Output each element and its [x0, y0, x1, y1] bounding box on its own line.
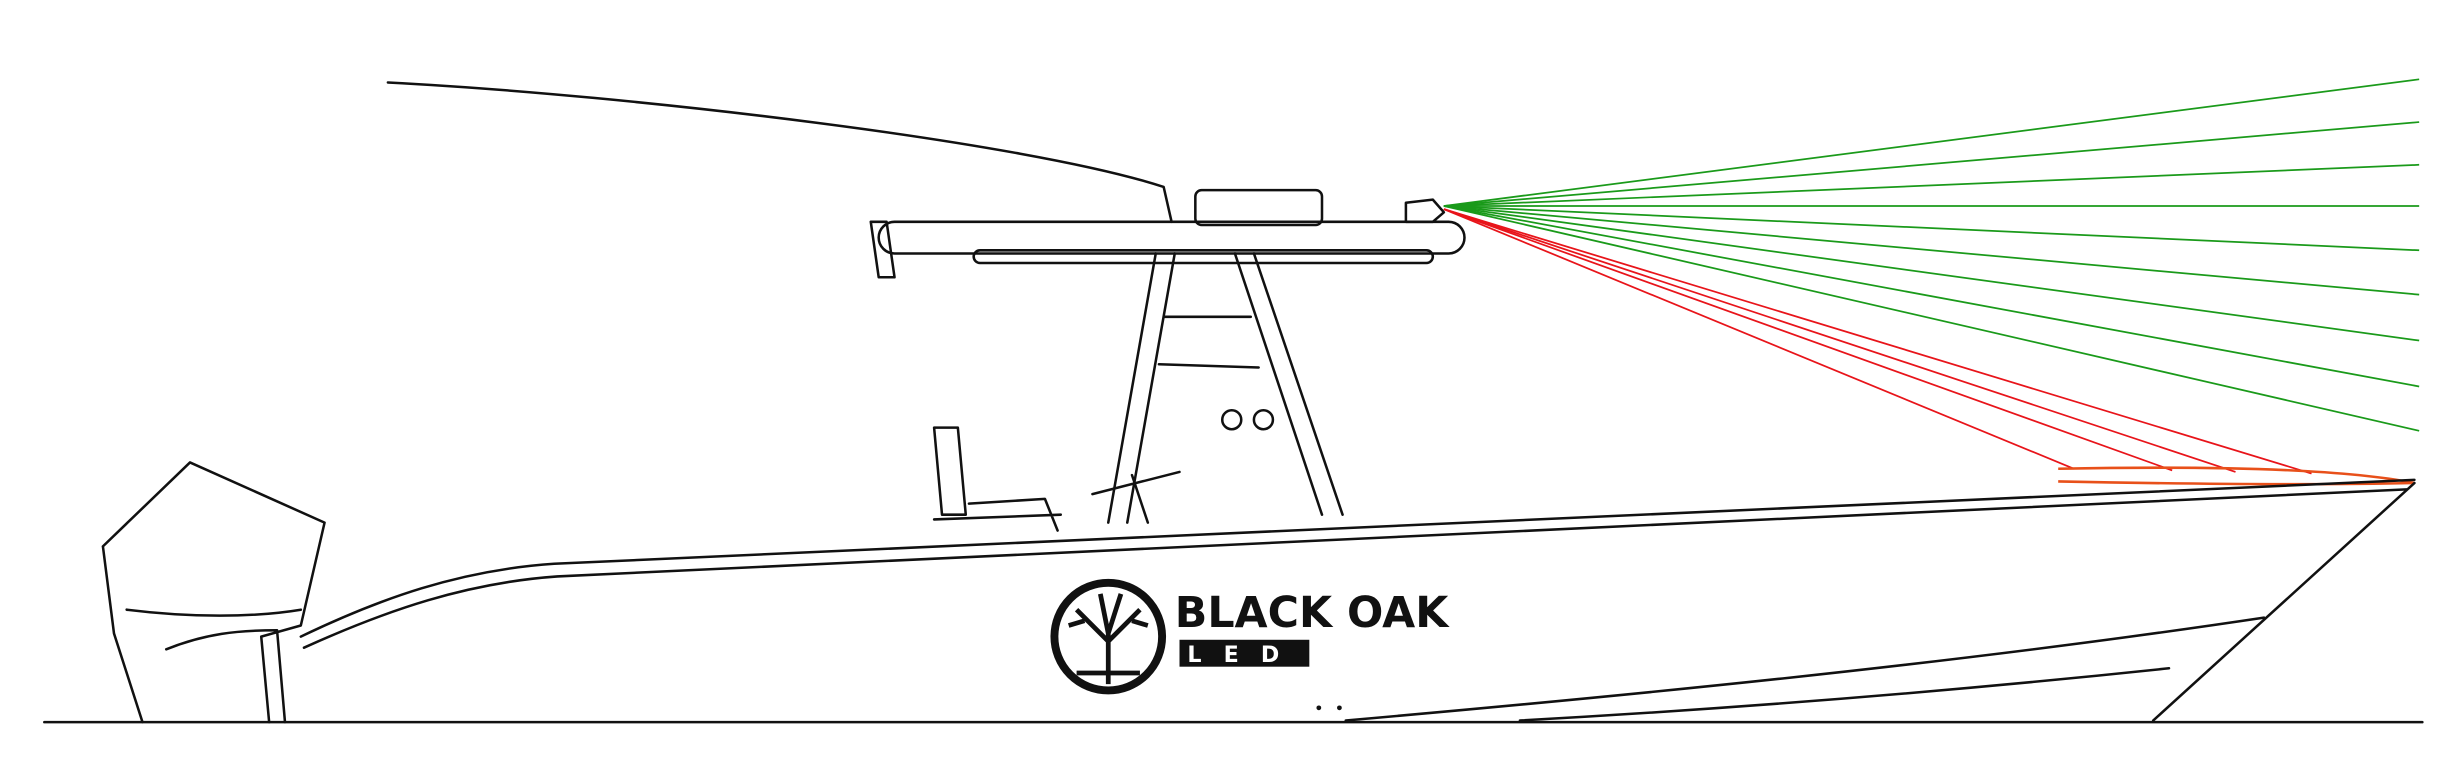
t-top-rail	[972, 249, 1435, 265]
t-top	[877, 220, 1466, 255]
green-ray	[1443, 205, 2420, 252]
grab-ring	[1252, 408, 1275, 431]
antenna	[386, 81, 1173, 224]
speaker	[869, 220, 896, 279]
boat	[43, 81, 2424, 724]
green-ray	[1443, 205, 2420, 432]
dot	[1337, 705, 1342, 711]
logo-tree	[1067, 593, 1149, 685]
light-beams	[1443, 78, 2420, 486]
green-ray	[1443, 205, 2420, 388]
logo: BLACK OAK LED	[1050, 578, 1450, 695]
green-ray	[1443, 121, 2420, 207]
green-ray	[1443, 78, 2420, 207]
red-ray	[1443, 208, 2173, 472]
green-ray	[1443, 205, 2420, 342]
leaning-post	[932, 426, 1063, 532]
green-ray	[1443, 163, 2420, 207]
brand-name: BLACK OAK	[1175, 588, 1450, 638]
red-ray	[1443, 208, 2075, 470]
console-rail	[1091, 470, 1181, 524]
hull-chine	[1344, 616, 2266, 722]
green-ray	[1443, 205, 2420, 296]
grab-ring	[1220, 408, 1243, 431]
bow	[2151, 481, 2416, 722]
rub-rail	[302, 488, 2408, 649]
product-badge	[1179, 639, 1310, 667]
sheer-line	[299, 478, 2416, 638]
electronics-box	[1194, 188, 1324, 227]
product-name: LED	[1187, 642, 1301, 668]
dot	[1316, 705, 1322, 711]
red-ray	[1443, 208, 2312, 475]
nav-light	[1404, 198, 1446, 224]
red-ray	[1443, 208, 2236, 473]
hull-strake	[1518, 667, 2171, 722]
outboard-engine	[101, 461, 326, 724]
logo-tree-badge	[1050, 578, 1167, 695]
t-top-frame	[1106, 252, 1344, 524]
